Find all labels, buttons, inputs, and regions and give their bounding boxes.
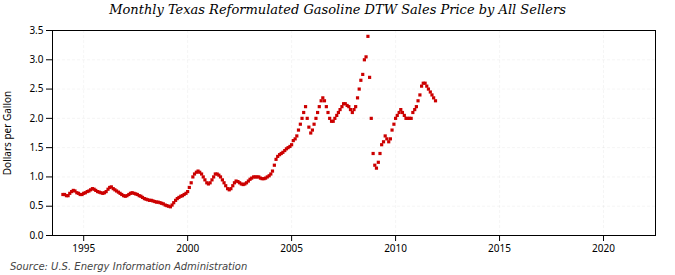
svg-text:1.0: 1.0 — [29, 169, 43, 183]
svg-text:Dollars per Gallon: Dollars per Gallon — [0, 91, 14, 175]
html-text:Source: U.S. Energy Informatio: Source: U.S. Energy Information Administ… — [10, 261, 248, 272]
svg-text:3.5: 3.5 — [29, 23, 43, 37]
svg-text:1995: 1995 — [72, 241, 95, 255]
svg-text:1.5: 1.5 — [29, 140, 43, 154]
svg-text:2010: 2010 — [384, 241, 407, 255]
svg-text:0.5: 0.5 — [29, 198, 43, 212]
svg-text:2.5: 2.5 — [29, 81, 43, 95]
svg-text:2020: 2020 — [592, 241, 615, 255]
svg-text:0.0: 0.0 — [29, 228, 43, 242]
svg-text:2015: 2015 — [488, 241, 511, 255]
html-text:Monthly Texas Reformulated Gas: Monthly Texas Reformulated Gasoline DTW … — [109, 2, 566, 17]
svg-text:2.0: 2.0 — [29, 111, 43, 125]
svg-text:2000: 2000 — [176, 241, 199, 255]
svg-text:3.0: 3.0 — [29, 52, 43, 66]
svg-text:2005: 2005 — [280, 241, 303, 255]
